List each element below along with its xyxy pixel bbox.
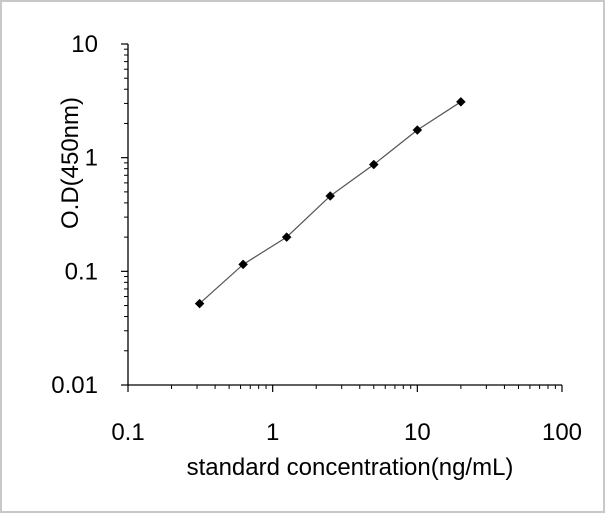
data-point-marker (238, 259, 248, 270)
axes (121, 43, 563, 392)
data-point-marker (194, 298, 205, 309)
x-axis-label: standard concentration(ng/mL) (187, 454, 514, 481)
data-point-marker (412, 125, 423, 135)
minor-ticks (124, 48, 556, 389)
y-tick-label: 0.1 (65, 258, 98, 285)
data-point-marker (456, 96, 466, 107)
series-line (199, 101, 462, 305)
x-tick-label: 10 (404, 419, 431, 446)
x-tick-label: 1 (266, 419, 279, 446)
data-point-marker (325, 191, 336, 201)
y-tick-label: 10 (71, 31, 98, 58)
y-axis-label: O.D(450nm) (57, 97, 84, 229)
y-tick-label: 0.01 (51, 372, 98, 399)
series (194, 96, 466, 309)
y-tick-label: 1 (85, 145, 98, 172)
tick-labels: 0.01 0.1 1 10 0.1 1 10 100 (51, 31, 582, 446)
data-point-marker (368, 159, 379, 170)
data-point-marker (281, 232, 292, 242)
x-tick-label: 0.1 (111, 419, 144, 446)
x-tick-label: 100 (542, 419, 582, 446)
